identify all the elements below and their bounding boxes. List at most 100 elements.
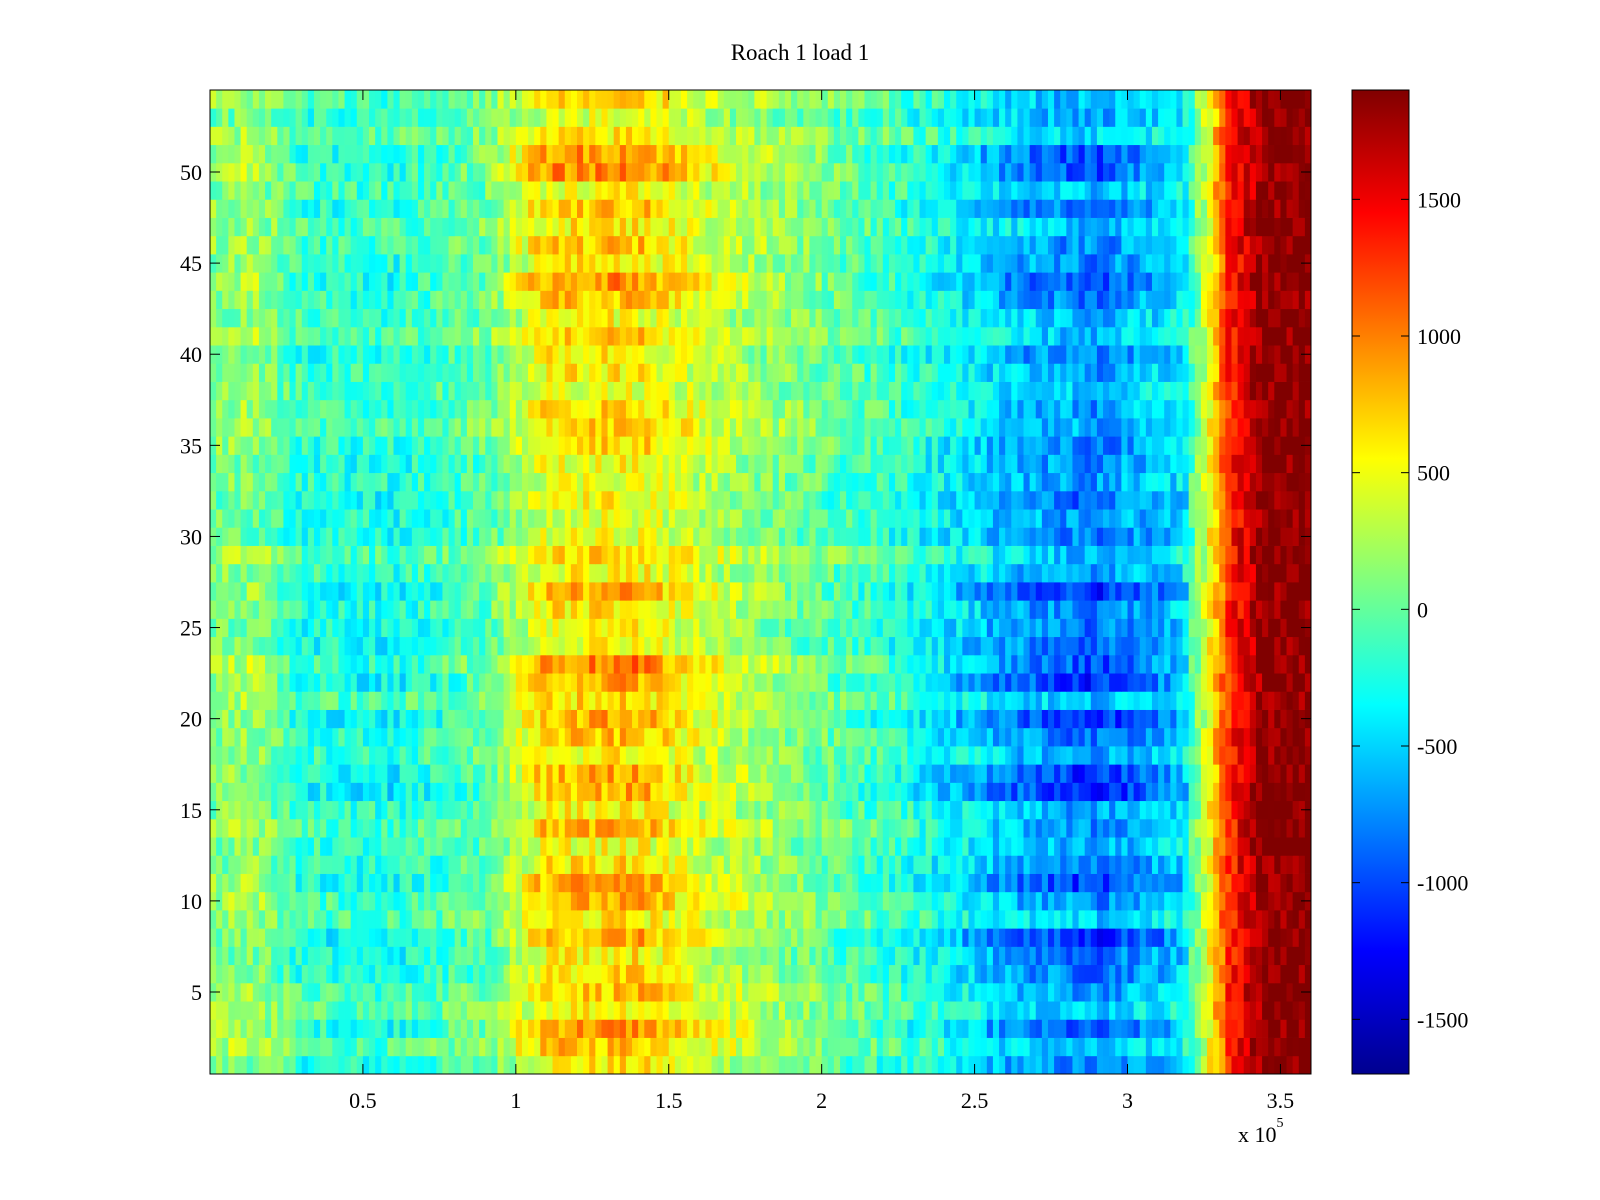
heatmap-cell [1005,654,1012,674]
heatmap-cell [601,873,608,893]
heatmap-cell [1121,1001,1128,1020]
heatmap-cell [674,636,682,656]
heatmap-cell [1280,891,1287,911]
heatmap-cell [638,946,645,966]
heatmap-cell [1200,1055,1208,1075]
heatmap-cell [399,764,407,783]
heatmap-cell [766,1037,774,1057]
heatmap-cell [1188,818,1196,838]
heatmap-cell [950,727,957,747]
heatmap-cell [1047,600,1055,619]
heatmap-cell [1078,782,1086,802]
heatmap-cell [411,964,419,984]
heatmap-cell [986,582,994,601]
heatmap-cell [454,818,462,838]
heatmap-cell [417,673,425,692]
heatmap-cell [619,1001,627,1020]
heatmap-cell [846,691,853,710]
heatmap-cell [1182,1019,1190,1038]
heatmap-cell [301,928,309,947]
heatmap-cell [760,764,768,783]
heatmap-cell [375,1055,382,1075]
heatmap-cell [913,1055,920,1075]
heatmap-cell [687,1001,694,1020]
heatmap-cell [962,946,969,966]
heatmap-cell [1182,1055,1190,1075]
heatmap-cell [1231,837,1238,856]
heatmap-cell [1286,928,1294,947]
heatmap-cell [815,764,823,783]
heatmap-cell [736,582,743,601]
heatmap-cell [546,837,553,856]
heatmap-cell [289,746,297,765]
heatmap-cell [460,964,468,984]
heatmap-cell [497,582,504,601]
heatmap-cell [240,709,248,729]
heatmap-cell [246,782,254,802]
heatmap-cell [521,673,529,692]
heatmap-cell [846,727,853,747]
heatmap-cell [1029,1037,1037,1057]
heatmap-cell [301,1037,309,1057]
heatmap-cell [595,818,602,838]
heatmap-cell [283,1019,290,1038]
heatmap-cell [674,673,682,692]
heatmap-cell [717,1019,725,1038]
heatmap-cell [1292,964,1300,984]
heatmap-cell [638,654,645,674]
heatmap-cell [1207,946,1214,966]
heatmap-cell [632,982,639,1002]
heatmap-cell [687,910,694,929]
heatmap-cell [1151,891,1159,911]
heatmap-cell [258,818,266,838]
heatmap-cell [1041,1001,1049,1020]
heatmap-cell [436,982,443,1002]
heatmap-cell [1127,982,1135,1002]
heatmap-cell [895,1037,902,1057]
heatmap-cell [417,928,425,947]
heatmap-cell [387,691,394,710]
heatmap-cell [1109,818,1116,838]
heatmap-cell [509,1019,517,1038]
heatmap-cell [687,928,694,947]
heatmap-cell [1127,746,1135,765]
heatmap-cell [375,727,382,747]
heatmap-cell [1274,873,1281,893]
heatmap-cell [895,855,902,874]
heatmap-cell [399,727,407,747]
heatmap-cell [509,636,517,656]
heatmap-cell [356,563,364,583]
heatmap-cell [748,891,755,911]
heatmap-cell [1200,910,1208,929]
heatmap-cell [558,600,566,619]
heatmap-cell [448,1055,456,1075]
heatmap-cell [687,818,694,838]
heatmap-cell [1151,673,1159,692]
heatmap-cell [754,600,761,619]
heatmap-cell [387,782,394,802]
heatmap-cell [1060,855,1067,874]
heatmap-cell [1139,1001,1147,1020]
heatmap-cell [558,727,566,747]
heatmap-cell [271,582,278,601]
heatmap-cell [888,964,896,984]
heatmap-cell [644,855,651,874]
heatmap-cell [252,654,260,674]
heatmap-cell [760,782,768,802]
heatmap-cell [913,709,920,729]
heatmap-cell [711,691,719,710]
heatmap-cell [381,563,388,583]
heatmap-cell [313,673,321,692]
heatmap-cell [491,928,498,947]
heatmap-cell [1225,1019,1232,1038]
heatmap-cell [601,818,608,838]
heatmap-cell [729,1037,737,1057]
heatmap-cell [607,691,615,710]
heatmap-cell [350,673,358,692]
heatmap-cell [1158,764,1165,783]
heatmap-cell [320,800,327,820]
heatmap-cell [913,910,920,929]
heatmap-cell [1017,563,1024,583]
heatmap-cell [607,873,615,893]
heatmap-cell [1219,1037,1226,1057]
